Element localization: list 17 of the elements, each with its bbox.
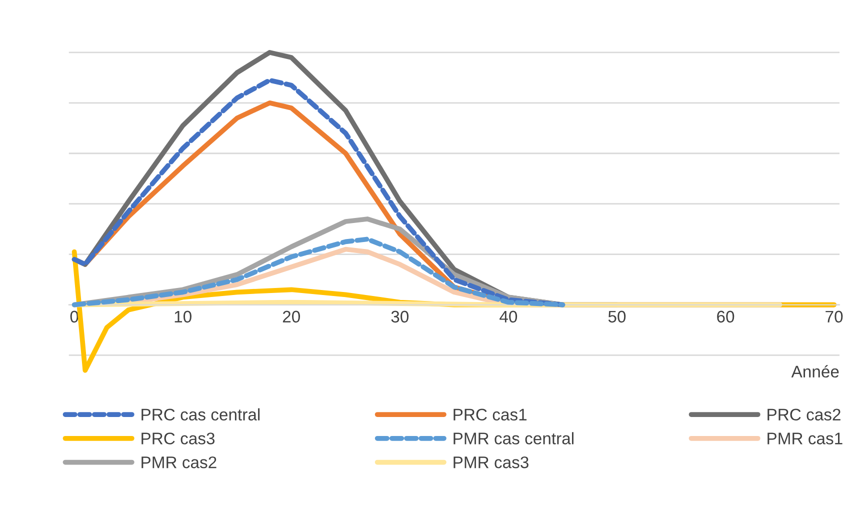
- legend-label: PMR cas3: [454, 456, 528, 468]
- x-tick-label: 0: [70, 310, 78, 323]
- legend-label: PMR cas1: [768, 432, 842, 444]
- x-tick-label: 40: [500, 310, 518, 323]
- x-tick-label: 50: [608, 310, 626, 323]
- legend-label: PRC cas central: [142, 408, 260, 421]
- legend-label: PMR cas2: [142, 456, 216, 468]
- legend-label: PRC cas1: [454, 408, 527, 421]
- x-tick-label: 30: [391, 310, 409, 323]
- legend-label: PRC cas2: [768, 408, 840, 421]
- x-tick-label: 10: [174, 310, 192, 323]
- x-tick-label: 70: [826, 310, 843, 323]
- legend-label: PMR cas central: [454, 432, 574, 444]
- x-tick-label: 20: [282, 310, 300, 323]
- x-tick-label: 60: [717, 310, 734, 323]
- legend-label: PRC cas3: [142, 432, 215, 444]
- x-axis-title: Année: [791, 365, 839, 378]
